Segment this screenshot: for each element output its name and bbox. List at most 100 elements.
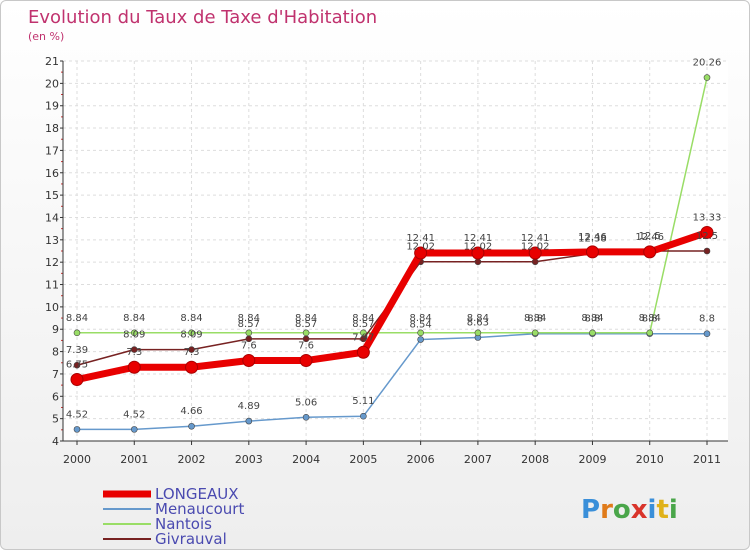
data-label-givrauval: 12.02	[406, 242, 435, 253]
y-tick-label: 15	[45, 189, 59, 202]
data-point-nantois	[245, 329, 253, 337]
data-label-nantois: 8.84	[467, 313, 489, 324]
y-tick-label: 11	[45, 279, 59, 292]
data-point-longeaux	[528, 246, 542, 260]
data-point-longeaux	[414, 246, 428, 260]
data-label-longeaux: 12.41	[464, 233, 493, 244]
legend-label-givrauval: Givrauval	[155, 530, 227, 548]
data-label-givrauval: 8.09	[123, 330, 145, 341]
data-label-givrauval: 8.57	[352, 319, 374, 330]
data-label-nantois: 8.84	[639, 313, 661, 324]
x-tick-label: 2006	[407, 453, 435, 466]
y-tick-label: 5	[52, 413, 59, 426]
data-label-longeaux: 7.97	[352, 332, 374, 343]
data-label-givrauval: 12.02	[464, 242, 493, 253]
legend-label-longeaux: LONGEAUX	[155, 485, 238, 503]
logo-letter: o	[613, 495, 631, 525]
x-tick-label: 2008	[521, 453, 549, 466]
data-label-longeaux: 12.41	[521, 233, 550, 244]
data-point-nantois	[417, 329, 424, 337]
data-label-menaucourt: 4.52	[66, 409, 88, 420]
x-tick-label: 2004	[292, 453, 320, 466]
data-label-longeaux: 7.3	[184, 347, 200, 358]
logo-letter: P	[581, 495, 600, 525]
data-point-longeaux	[643, 245, 657, 259]
x-tick-label: 2010	[636, 453, 664, 466]
data-point-menaucourt	[188, 422, 195, 430]
data-point-longeaux	[242, 354, 256, 368]
data-label-nantois: 8.84	[352, 313, 374, 324]
data-point-nantois	[302, 329, 310, 337]
data-label-longeaux: 13.33	[693, 212, 722, 223]
x-tick-label: 2011	[693, 453, 721, 466]
data-point-nantois	[474, 329, 482, 337]
data-label-longeaux: 12.46	[635, 232, 664, 243]
data-point-nantois	[73, 329, 81, 337]
data-point-longeaux	[70, 373, 84, 387]
series-line-menaucourt	[77, 332, 707, 431]
data-label-nantois: 8.84	[66, 313, 88, 324]
data-label-nantois: 20.26	[693, 58, 722, 69]
y-tick-label: 9	[52, 323, 59, 336]
logo-letter: i	[669, 495, 678, 525]
x-tick-label: 2003	[235, 453, 263, 466]
x-tick-label: 2000	[63, 453, 91, 466]
y-tick-label: 14	[45, 211, 59, 224]
x-tick-label: 2005	[349, 453, 377, 466]
data-point-givrauval	[302, 335, 310, 343]
y-tick-label: 17	[45, 144, 59, 157]
data-label-longeaux: 6.75	[66, 360, 88, 371]
y-tick-label: 4	[52, 435, 59, 448]
data-point-givrauval	[245, 335, 253, 343]
data-point-givrauval	[360, 335, 367, 343]
series-line-nantois	[77, 77, 708, 334]
y-tick-label: 13	[45, 234, 59, 247]
data-point-givrauval	[531, 258, 539, 266]
y-tick-label: 16	[45, 167, 59, 180]
y-tick-label: 18	[45, 122, 59, 135]
data-point-menaucourt	[360, 412, 367, 420]
data-label-menaucourt: 4.66	[180, 406, 202, 417]
data-label-menaucourt: 8.8	[585, 314, 601, 325]
x-tick-label: 2002	[178, 453, 206, 466]
data-point-longeaux	[700, 225, 714, 239]
data-label-givrauval: 12.02	[521, 242, 550, 253]
y-tick-label: 6	[52, 390, 59, 403]
y-tick-label: 20	[45, 77, 59, 90]
data-point-givrauval	[188, 346, 195, 353]
data-label-nantois: 8.84	[410, 313, 432, 324]
data-label-nantois: 8.84	[180, 313, 202, 324]
data-label-menaucourt: 8.8	[699, 314, 715, 325]
x-tick-label: 2007	[464, 453, 492, 466]
proxiti-logo: Proxiti	[581, 495, 678, 525]
data-label-givrauval: 8.09	[180, 330, 202, 341]
data-label-nantois: 8.84	[238, 313, 260, 324]
logo-letter: r	[600, 495, 613, 525]
data-label-nantois: 8.84	[581, 313, 603, 324]
data-point-nantois	[531, 329, 539, 337]
x-tick-label: 2009	[578, 453, 606, 466]
data-label-menaucourt: 4.89	[238, 401, 260, 412]
legend-label-menaucourt: Menaucourt	[155, 500, 244, 518]
y-tick-label: 21	[45, 55, 59, 68]
data-label-longeaux: 7.3	[126, 347, 142, 358]
data-point-givrauval	[73, 361, 81, 369]
data-point-menaucourt	[417, 336, 424, 343]
logo-letter: x	[631, 495, 648, 525]
data-label-givrauval: 8.57	[238, 319, 260, 330]
logo-letter: t	[656, 495, 668, 525]
y-tick-label: 8	[52, 346, 59, 359]
data-point-nantois	[188, 329, 195, 337]
data-label-menaucourt: 8.8	[527, 314, 543, 325]
data-label-longeaux: 7.6	[298, 341, 314, 352]
data-point-menaucourt	[130, 426, 138, 433]
data-label-menaucourt: 5.11	[352, 396, 374, 407]
legend-label-nantois: Nantois	[155, 515, 212, 533]
data-point-longeaux	[185, 360, 199, 374]
y-tick-label: 10	[45, 301, 59, 314]
data-label-longeaux: 12.41	[406, 233, 435, 244]
data-label-longeaux: 7.6	[241, 341, 257, 352]
data-point-menaucourt	[302, 414, 310, 421]
data-label-nantois: 8.84	[524, 313, 546, 324]
